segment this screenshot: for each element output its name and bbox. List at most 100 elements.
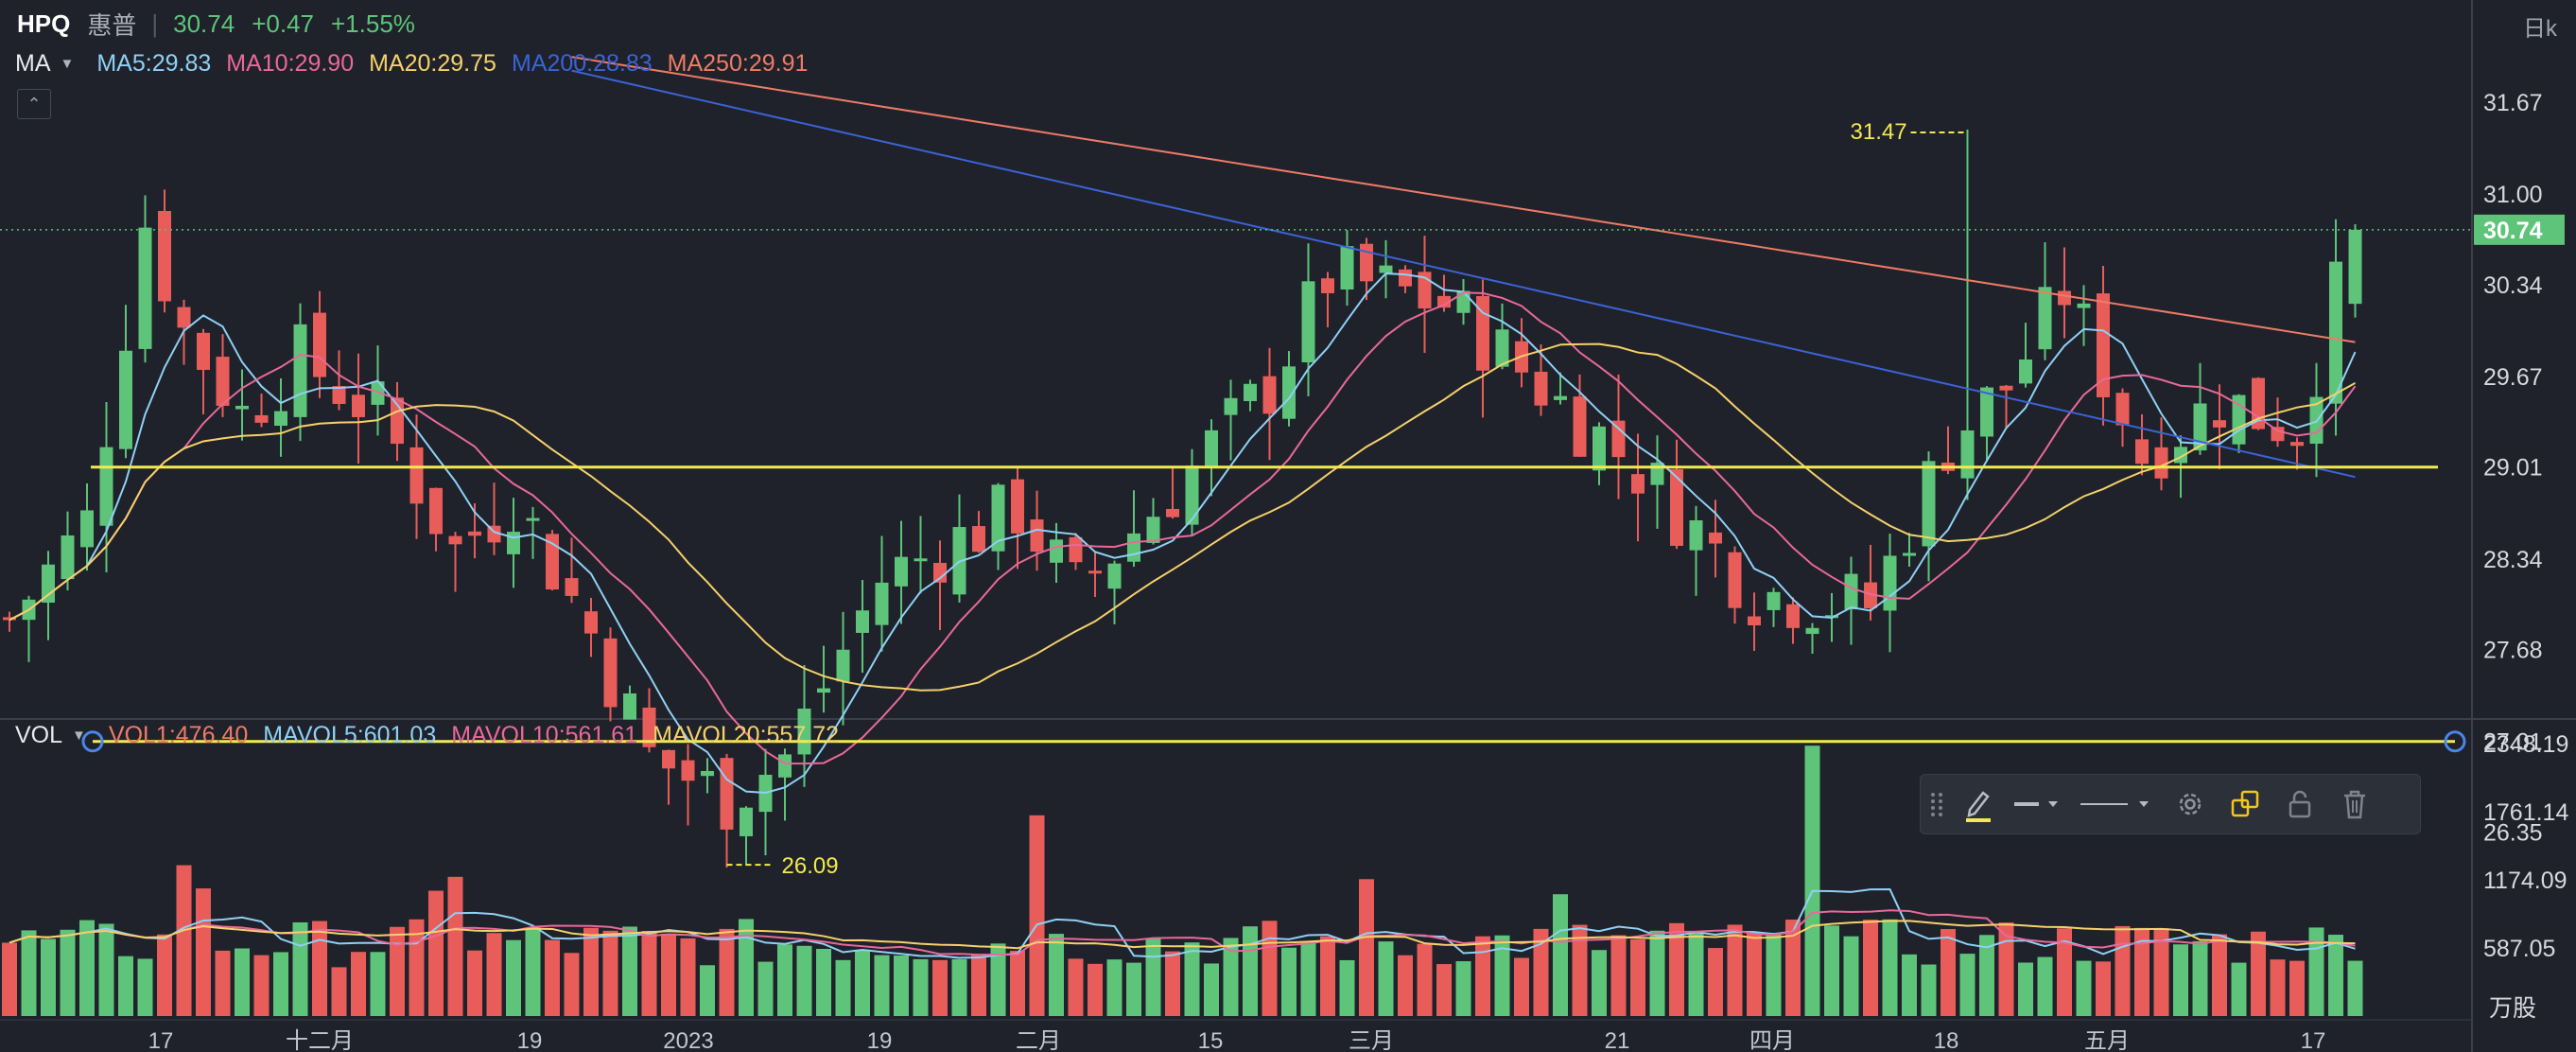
candle-body — [701, 770, 714, 777]
legend-ma250: MA250:29.91 — [667, 49, 809, 77]
volume-bar — [777, 944, 792, 1016]
candle-body — [1611, 420, 1626, 458]
candle-body — [856, 610, 869, 633]
candle-body — [216, 357, 230, 406]
candle-body — [507, 532, 520, 554]
lock-icon[interactable] — [2272, 775, 2327, 833]
volume-bar — [1843, 936, 1859, 1016]
time-axis-label: 二月 — [1016, 1028, 1061, 1052]
volume-bar — [2057, 928, 2072, 1016]
vol-indicator-select[interactable]: VOL — [15, 721, 63, 748]
candle-body — [448, 535, 462, 545]
candle-body — [352, 394, 365, 417]
price-change: +0.47 — [252, 9, 314, 38]
volume-bar — [602, 930, 618, 1016]
collapse-icon[interactable]: ⌃ — [17, 89, 51, 119]
candle-body — [1495, 329, 1509, 367]
price-axis-label: 29.01 — [2483, 455, 2543, 482]
candle-body — [1379, 265, 1393, 273]
volume-bar — [235, 948, 250, 1016]
volume-bar — [312, 920, 327, 1016]
line-style-icon[interactable] — [2004, 775, 2070, 833]
volume-bar — [1669, 922, 1684, 1016]
volume-bar — [1359, 879, 1374, 1016]
candle-body — [1456, 290, 1471, 313]
volume-bar — [1785, 920, 1801, 1016]
candle-body — [526, 517, 540, 521]
chevron-down-icon[interactable]: ▼ — [72, 727, 86, 744]
volume-bar — [971, 954, 986, 1016]
volume-bar — [1165, 951, 1180, 1016]
candle-body — [603, 638, 618, 708]
candle-body — [3, 617, 16, 621]
legend-vol1: VOL1:476.40 — [108, 721, 249, 748]
pencil-icon[interactable] — [1953, 775, 2004, 833]
price-axis-label: 31.67 — [2483, 90, 2543, 116]
candle-body — [1050, 539, 1063, 563]
candle-body — [1185, 465, 1199, 525]
legend-ma5: MA5:29.83 — [96, 49, 212, 77]
volume-bar — [447, 876, 463, 1016]
candle-body — [274, 411, 287, 427]
volume-bar — [2192, 940, 2208, 1016]
volume-bar — [253, 955, 270, 1016]
trash-icon[interactable] — [2327, 775, 2382, 833]
volume-bar — [1281, 947, 1297, 1016]
volume-bar — [1243, 926, 1258, 1016]
volume-bar — [486, 933, 502, 1016]
volume-bar — [41, 938, 56, 1016]
candle-body — [2193, 403, 2207, 451]
candle-body — [1399, 269, 1412, 287]
time-axis-label: 21 — [1605, 1028, 1630, 1052]
ma200-line — [571, 69, 2356, 479]
volume-bar — [1514, 957, 1529, 1016]
volume-bar — [1029, 815, 1045, 1016]
volume-bar — [118, 956, 133, 1016]
candle-body — [1088, 570, 1102, 574]
price-axis-label: 30.34 — [2483, 272, 2543, 299]
volume-bar — [1863, 920, 1878, 1016]
volume-bar — [1049, 934, 1064, 1016]
candle-body — [2348, 229, 2362, 305]
legend-mavol20: MAVOL20:557.72 — [653, 721, 839, 748]
volume-bar — [816, 949, 831, 1016]
volume-bar — [700, 965, 715, 1016]
candle-body — [1030, 519, 1044, 552]
volume-bar — [2076, 960, 2092, 1016]
volume-bar — [1533, 928, 1549, 1016]
candle-body — [662, 749, 675, 769]
candle-body — [1767, 591, 1781, 610]
copy-icon[interactable] — [2218, 775, 2272, 833]
quote-header: HPQ 惠普 | 30.74 +0.47 +1.55% 日k — [0, 0, 2576, 47]
volume-bar — [2037, 956, 2053, 1016]
volume-bar — [932, 959, 948, 1016]
candle-body — [972, 526, 985, 552]
line-width-icon[interactable] — [2070, 775, 2163, 833]
candle-body — [565, 578, 579, 596]
candle-body — [1805, 627, 1819, 635]
volume-bar — [2328, 935, 2343, 1016]
drag-handle-icon[interactable] — [1921, 775, 1953, 833]
volume-bar — [1610, 935, 1627, 1016]
candle-body — [1282, 366, 1296, 419]
candle-body — [2077, 303, 2091, 308]
ma-indicator-select[interactable]: MA — [15, 49, 51, 77]
legend-mavol5: MAVOL5:601.03 — [263, 721, 437, 748]
chevron-down-icon[interactable]: ▼ — [60, 55, 75, 72]
period-selector[interactable]: 日k — [2523, 16, 2557, 42]
candle-body — [2290, 442, 2304, 447]
gear-icon[interactable] — [2163, 775, 2218, 833]
time-axis-label: 四月 — [1749, 1028, 1795, 1052]
time-axis-label: 19 — [517, 1028, 543, 1052]
volume-bar — [1572, 924, 1588, 1016]
volume-bar — [273, 952, 288, 1016]
vol-legend-bar: VOL ▼ VOL1:476.40 MAVOL5:601.03 MAVOL10:… — [0, 719, 854, 751]
candle-body — [584, 611, 598, 634]
current-price-tag — [2474, 214, 2565, 245]
candle-body — [778, 754, 792, 778]
ma-legend-bar: MA ▼ MA5:29.83 MA10:29.90 MA20:29.75 MA2… — [0, 47, 823, 79]
candle-body — [254, 414, 269, 423]
volume-bar — [428, 890, 444, 1016]
volume-bar — [2251, 931, 2266, 1016]
